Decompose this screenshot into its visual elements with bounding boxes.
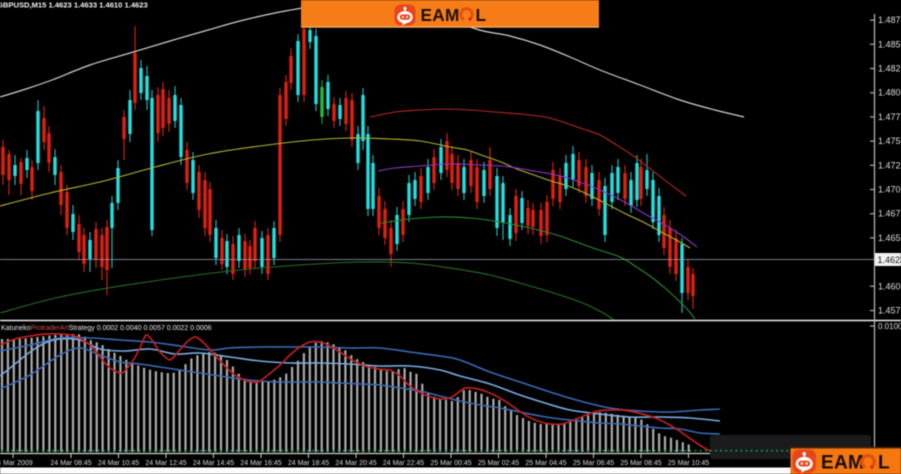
svg-text:25 Mar 04:45: 25 Mar 04:45 xyxy=(525,460,566,467)
svg-text:EAM: EAM xyxy=(421,5,460,25)
svg-text:1.4675: 1.4675 xyxy=(878,209,901,219)
svg-text:24 Mar 08:45: 24 Mar 08:45 xyxy=(50,460,91,467)
svg-text:1.4650: 1.4650 xyxy=(878,233,901,243)
svg-text:1.4575: 1.4575 xyxy=(878,306,901,316)
svg-text:24 Mar 20:45: 24 Mar 20:45 xyxy=(335,460,376,467)
svg-text:24 Mar 10:45: 24 Mar 10:45 xyxy=(98,460,139,467)
svg-text:1.4623: 1.4623 xyxy=(878,255,901,265)
svg-text:25 Mar 02:45: 25 Mar 02:45 xyxy=(478,460,519,467)
svg-text:25 Mar 10:45: 25 Mar 10:45 xyxy=(668,460,709,467)
svg-text:1.4775: 1.4775 xyxy=(878,112,901,122)
svg-text:24 Mar 18:45: 24 Mar 18:45 xyxy=(288,460,329,467)
svg-text:L: L xyxy=(878,453,890,474)
svg-text:24 Mar 12:45: 24 Mar 12:45 xyxy=(145,460,186,467)
svg-text:GBPUSD,M15 1.4623 1.4633 1.46: GBPUSD,M15 1.4623 1.4633 1.4610 1.4623 xyxy=(0,1,148,10)
svg-text:1.4825: 1.4825 xyxy=(878,64,901,74)
svg-text:24 Mar 14:45: 24 Mar 14:45 xyxy=(193,460,234,467)
svg-text:24 Mar 16:45: 24 Mar 16:45 xyxy=(240,460,281,467)
svg-text:25 Mar 00:45: 25 Mar 00:45 xyxy=(430,460,471,467)
svg-text:25 Mar 06:45: 25 Mar 06:45 xyxy=(573,460,614,467)
svg-text:1.4725: 1.4725 xyxy=(878,160,901,170)
svg-text:25 Mar 08:45: 25 Mar 08:45 xyxy=(620,460,661,467)
svg-text:1.4750: 1.4750 xyxy=(878,136,901,146)
svg-text:24 Mar 2009: 24 Mar 2009 xyxy=(0,460,33,467)
svg-text:1.4850: 1.4850 xyxy=(878,39,901,49)
svg-text:KatunekoProtraderArtStrategy 0: KatunekoProtraderArtStrategy 0.0002 0.00… xyxy=(1,325,212,332)
svg-text:EAM: EAM xyxy=(821,453,864,474)
svg-text:0.0100: 0.0100 xyxy=(878,322,901,331)
svg-text:1.4700: 1.4700 xyxy=(878,185,901,195)
svg-text:1.4600: 1.4600 xyxy=(878,281,901,291)
svg-text:1.4800: 1.4800 xyxy=(878,88,901,98)
svg-text:L: L xyxy=(476,5,487,25)
svg-text:1.4875: 1.4875 xyxy=(878,15,901,25)
svg-text:24 Mar 22:45: 24 Mar 22:45 xyxy=(383,460,424,467)
